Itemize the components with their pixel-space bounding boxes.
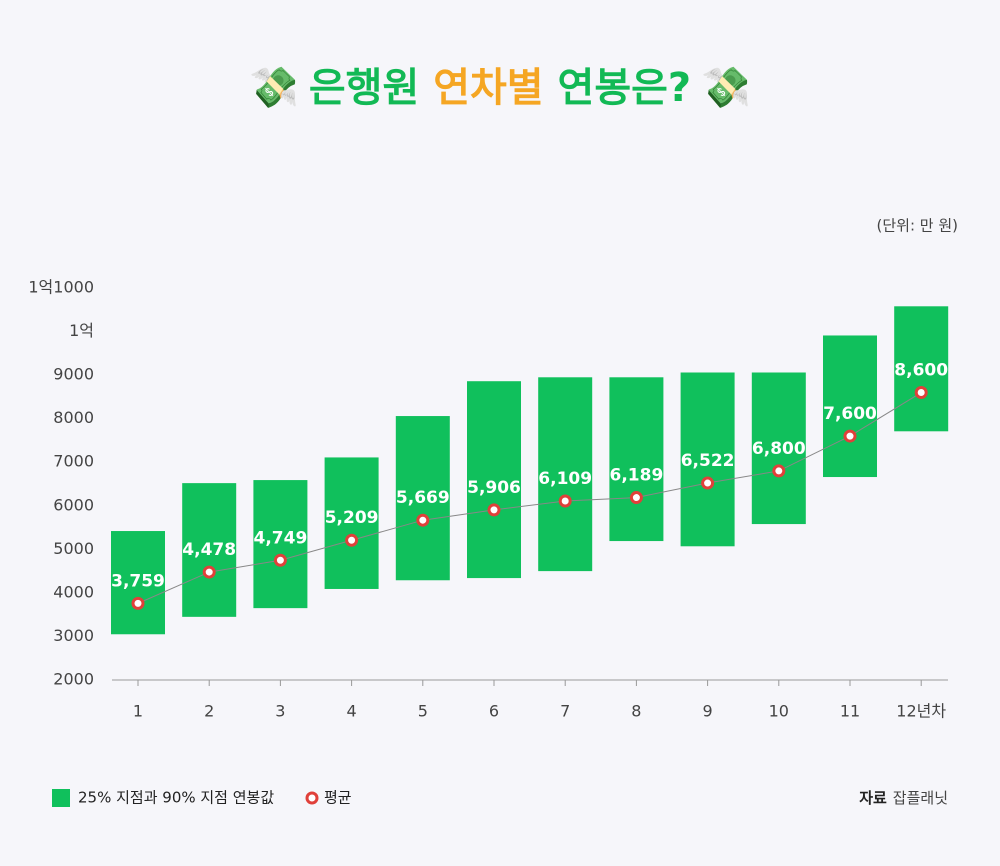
chart-title: 💸 은행원 연차별 연봉은? 💸	[249, 65, 751, 111]
range-bar	[751, 372, 806, 525]
range-bar	[823, 335, 877, 478]
data-label: 6,189	[610, 466, 664, 486]
title-text: 은행원	[309, 65, 433, 111]
y-tick-label: 7000	[53, 452, 94, 471]
title-highlight: 연차별	[433, 65, 543, 111]
x-tick-label: 7	[560, 702, 570, 721]
average-line	[137, 392, 922, 604]
average-point	[131, 596, 145, 610]
legend-marker	[305, 791, 319, 805]
y-tick-label: 6000	[53, 495, 94, 514]
y-tick-label: 5000	[53, 539, 94, 558]
average-point	[487, 503, 501, 517]
average-point	[843, 429, 857, 443]
average-point	[202, 565, 216, 579]
x-tick-label: 5	[418, 702, 428, 721]
data-label: 6,109	[538, 469, 592, 489]
data-label: 4,749	[254, 528, 308, 548]
y-tick-label: 8000	[53, 408, 94, 427]
x-tick-label: 11	[840, 702, 860, 721]
x-tick-label: 3	[275, 702, 285, 721]
x-tick-label: 12년차	[896, 702, 946, 721]
data-label: 6,800	[752, 439, 806, 459]
range-bar	[182, 483, 237, 617]
data-label: 3,759	[111, 571, 165, 591]
range-bar	[395, 416, 450, 581]
average-point	[345, 533, 359, 547]
y-tick-label: 1억1000	[28, 278, 94, 297]
source: 자료 잡플래닛	[859, 789, 948, 807]
data-label: 5,906	[467, 478, 521, 498]
range-bar	[680, 372, 735, 547]
data-label: 6,522	[681, 451, 735, 471]
y-tick-label: 3000	[53, 626, 94, 645]
average-point	[914, 386, 928, 400]
x-tick-label: 4	[347, 702, 357, 721]
source-text: 잡플래닛	[893, 789, 948, 807]
x-tick-label: 10	[769, 702, 789, 721]
legend-swatch	[52, 789, 70, 807]
average-point	[273, 553, 287, 567]
y-tick-label: 9000	[53, 365, 94, 384]
legend-label: 25% 지점과 90% 지점 연봉값	[78, 789, 274, 807]
x-tick-label: 8	[631, 702, 641, 721]
data-label: 5,669	[396, 488, 450, 508]
data-label: 7,600	[823, 404, 877, 424]
data-label: 8,600	[894, 361, 948, 381]
average-point	[629, 491, 643, 505]
average-point	[416, 513, 430, 527]
y-tick-label: 2000	[53, 670, 94, 689]
title-icon: 💸	[701, 65, 751, 111]
range-bar	[253, 480, 308, 609]
range-bar	[111, 531, 165, 635]
range-bar	[324, 457, 379, 589]
y-tick-label: 1억	[69, 321, 94, 340]
x-tick-label: 9	[703, 702, 713, 721]
average-point	[701, 476, 715, 490]
title-icon: 💸	[249, 65, 299, 111]
range-bar	[538, 377, 593, 572]
unit-note: (단위: 만 원)	[877, 217, 959, 235]
range-bar	[894, 306, 949, 432]
average-point	[772, 464, 786, 478]
range-bar	[609, 377, 664, 542]
x-tick-label: 6	[489, 702, 499, 721]
x-tick-label: 2	[204, 702, 214, 721]
data-label: 4,478	[182, 540, 236, 560]
data-label: 5,209	[325, 508, 379, 528]
y-tick-label: 4000	[53, 582, 94, 601]
title-text: 연봉은?	[544, 65, 692, 111]
legend-label: 평균	[324, 789, 352, 807]
source-label: 자료	[859, 789, 887, 807]
range-bar	[467, 381, 521, 579]
average-point	[558, 494, 572, 508]
x-tick-label: 1	[133, 702, 143, 721]
